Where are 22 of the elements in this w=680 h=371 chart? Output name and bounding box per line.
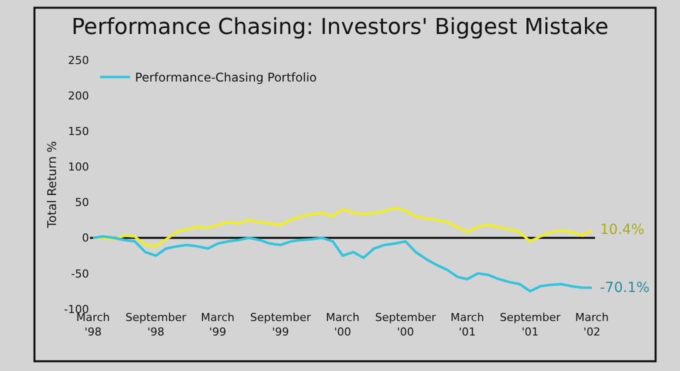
annotation: -70.1% [600,280,650,296]
y-tick-label: 200 [68,89,89,102]
annotation: 10.4% [600,222,644,238]
y-tick-label: 50 [75,196,89,210]
line-series [92,235,594,292]
x-tick-label: September '01 [500,311,561,338]
x-tick-label: March '00 [326,311,360,338]
chart-title: Performance Chasing: Investors' Biggest Mistake [71,14,609,40]
y-tick-label: 100 [68,160,89,174]
y-tick-label: 150 [68,124,89,138]
legend-label: Performance-Chasing Portfolio [135,70,317,85]
y-tick-label: 250 [68,54,89,67]
x-tick-label: September '00 [375,311,436,338]
x-tick-label: September '98 [125,311,187,338]
x-tick-label: March '98 [76,311,110,338]
y-axis-title: Total Return % [45,141,59,229]
x-tick-label: September '99 [250,311,312,338]
y-tick-label: 0 [82,232,89,245]
y-tick-label: -50 [71,267,89,280]
x-tick-label: March '02 [575,311,609,338]
x-tick-label: March '01 [450,311,484,338]
x-tick-label: March '99 [200,311,234,338]
